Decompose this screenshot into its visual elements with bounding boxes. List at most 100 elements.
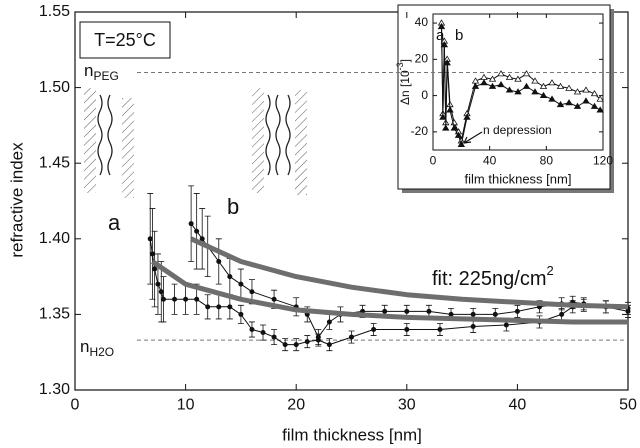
data-point [531, 88, 539, 95]
data-point [147, 236, 153, 242]
data-point [160, 296, 166, 302]
inset-series-label: a [436, 27, 445, 44]
x-tick-label: 120 [593, 154, 613, 168]
data-point [596, 95, 604, 102]
data-point [155, 281, 161, 287]
y-tick-label: 1.35 [39, 306, 70, 323]
data-point [271, 296, 277, 302]
data-point [514, 308, 520, 314]
inset-series-label: b [455, 27, 463, 44]
inset-x-axis-label: film thickness [nm] [465, 171, 572, 186]
y-tick-label: 1.30 [39, 381, 70, 398]
data-point [470, 323, 476, 329]
inset-frame [432, 13, 604, 151]
data-point [183, 296, 189, 302]
data-point [514, 75, 522, 82]
plot-frame [74, 11, 629, 391]
data-point [216, 304, 222, 310]
x-tick-label: 40 [483, 154, 497, 168]
data-point [194, 228, 200, 234]
n-h2o-label: nH2O [80, 337, 114, 359]
data-point [172, 296, 178, 302]
data-point [238, 311, 244, 317]
data-point [442, 124, 450, 131]
data-point [505, 73, 514, 80]
data-point [497, 80, 505, 88]
data-point [522, 70, 531, 77]
y-axis-label: refractive index [7, 142, 26, 258]
data-point [539, 91, 548, 98]
temp-box [79, 21, 171, 59]
data-point [158, 289, 164, 295]
fit-line [150, 259, 628, 325]
data-point [439, 113, 447, 120]
data-point [188, 221, 194, 227]
data-point [531, 77, 539, 84]
series-label: b [227, 194, 239, 219]
x-tick-label: 50 [619, 396, 637, 413]
data-point [573, 102, 582, 109]
data-point [492, 311, 498, 317]
inset-y-axis-label: Δn [10-3] [395, 59, 412, 105]
y-tick-label: 0 [421, 88, 428, 102]
data-point [371, 327, 377, 333]
data-point [573, 88, 582, 95]
data-point [480, 79, 488, 86]
data-point [249, 289, 255, 295]
data-point [149, 251, 155, 257]
data-point [446, 106, 454, 113]
data-point [539, 82, 548, 89]
data-point [596, 106, 604, 113]
data-point [548, 95, 556, 102]
x-tick-label: 0 [430, 154, 437, 168]
film-icons [84, 88, 307, 198]
data-point [304, 339, 310, 345]
data-point [326, 319, 332, 325]
data-point [249, 327, 255, 333]
data-point [260, 330, 266, 336]
y-tick-label: 1.50 [39, 79, 70, 96]
x-tick-label: 10 [177, 396, 195, 413]
x-tick-label: 30 [398, 396, 416, 413]
data-point [282, 342, 288, 348]
data-point [522, 82, 531, 89]
data-point [497, 70, 505, 77]
data-point [488, 75, 497, 82]
data-point [590, 90, 599, 97]
fit-line [190, 236, 629, 310]
data-point [238, 281, 244, 287]
data-point [194, 296, 200, 302]
data-point [382, 308, 388, 314]
data-point [315, 334, 321, 340]
data-point [271, 334, 277, 340]
data-point [556, 82, 565, 89]
data-point [514, 88, 522, 95]
data-point [565, 84, 573, 91]
data-point [199, 236, 205, 242]
data-point [426, 308, 432, 314]
data-point [227, 274, 233, 280]
data-point [437, 327, 443, 333]
x-axis-label: film thickness [nm] [282, 425, 422, 444]
data-point [216, 258, 222, 264]
data-point [503, 322, 509, 328]
series-label: a [108, 210, 121, 235]
data-point [152, 266, 158, 272]
data-point [443, 59, 451, 66]
data-point [349, 334, 354, 340]
data-point [326, 342, 332, 348]
data-point [440, 41, 449, 48]
y-tick-label: 1.40 [39, 230, 70, 247]
data-point [454, 131, 463, 138]
inset-annotation: n depression [483, 123, 552, 137]
temp-label: T=25°C [94, 30, 156, 50]
data-point [582, 86, 590, 93]
data-point [293, 342, 299, 348]
x-tick-label: 0 [71, 396, 80, 413]
y-tick-label: 40 [415, 15, 429, 29]
data-point [404, 308, 410, 314]
data-point [448, 311, 454, 317]
n-peg-label: nPEG [84, 61, 119, 83]
data-point [457, 140, 466, 147]
